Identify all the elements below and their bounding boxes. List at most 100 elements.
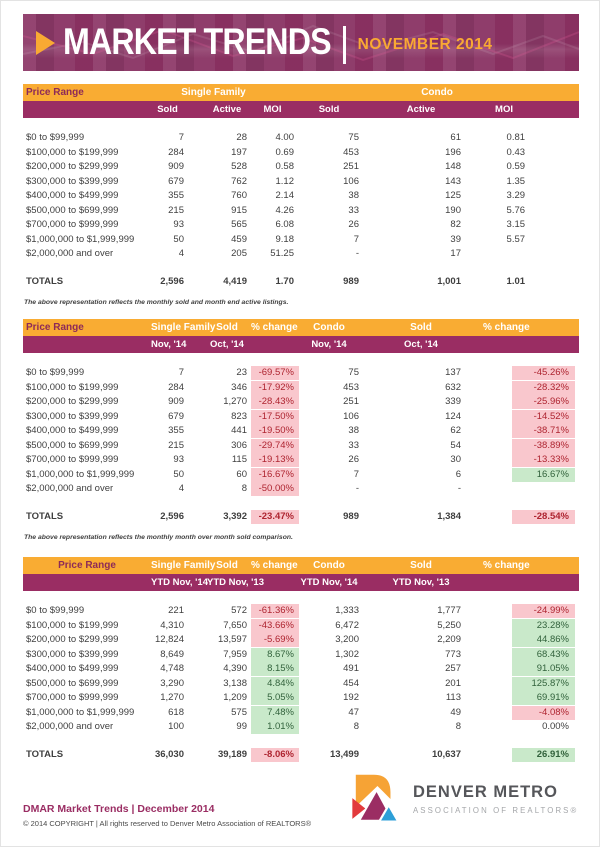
percent-change-value: -28.43% xyxy=(251,395,299,410)
condo-header: Condo xyxy=(299,319,381,336)
value-cell: 221 xyxy=(168,605,184,617)
percent-change-cell: -8.06% xyxy=(251,747,299,763)
value-cell: 339 xyxy=(445,396,461,408)
price-range-cell: $2,000,000 and over xyxy=(26,248,114,260)
header-gap xyxy=(23,353,579,366)
value-cell: 989 xyxy=(343,510,359,522)
value-cell: 528 xyxy=(231,161,247,173)
value-cell: 454 xyxy=(343,677,359,689)
blank-header xyxy=(483,574,579,591)
totals-row: TOTALS 2,596 4,419 1.70 989 1,001 1.01 xyxy=(23,274,579,290)
table-row: $500,000 to $699,999 215 915 4.26 33 190 5.76 xyxy=(23,204,579,219)
value-cell: 284 xyxy=(168,381,184,393)
table-row: $100,000 to $199,999 284 197 0.69 453 196 0.43 xyxy=(23,146,579,161)
value-cell: 100 xyxy=(168,721,184,733)
value-cell: 215 xyxy=(168,439,184,451)
table-group-header: Price Range Single Family Condo xyxy=(23,84,580,101)
value-cell: 61 xyxy=(450,132,461,144)
percent-change-header: % change xyxy=(251,319,299,336)
value-cell: 124 xyxy=(445,410,461,422)
percent-change-value: -19.13% xyxy=(251,453,299,468)
percent-change-cell: 26.91% xyxy=(483,747,579,763)
price-range-cell: $1,000,000 to $1,999,999 xyxy=(26,468,135,480)
active-header: Active xyxy=(381,101,483,118)
percent-change-cell: -50.00% xyxy=(251,482,299,497)
single-family-header: Single Family xyxy=(151,319,215,336)
value-cell: 75 xyxy=(348,367,359,379)
value-cell: 679 xyxy=(168,410,184,422)
value-cell: 33 xyxy=(348,439,359,451)
value-cell xyxy=(483,482,579,497)
percent-change-value: -43.66% xyxy=(251,618,299,633)
value-cell: 190 xyxy=(445,204,461,216)
percent-change-value: -19.50% xyxy=(251,424,299,439)
value-cell: 5.76 xyxy=(506,204,526,216)
price-range-cell: $1,000,000 to $1,999,999 xyxy=(26,233,135,245)
value-cell: 575 xyxy=(231,706,247,718)
spacer-row xyxy=(23,262,579,274)
table-row: $300,000 to $399,999 8,649 7,959 8.67% 1,302… xyxy=(23,647,579,663)
price-range-cell: $300,000 to $399,999 xyxy=(26,410,119,422)
value-cell: 82 xyxy=(450,219,461,231)
percent-change-cell: -25.96% xyxy=(483,395,579,410)
value-cell: 2.14 xyxy=(275,190,295,202)
percent-change-value: -8.06% xyxy=(251,747,299,762)
percent-change-cell: -45.26% xyxy=(483,366,579,381)
value-cell: 113 xyxy=(445,692,461,704)
value-cell: 9.18 xyxy=(275,233,295,245)
value-cell: 306 xyxy=(231,439,247,451)
footer-text-block: DMAR Market Trends | December 2014 © 201… xyxy=(23,803,311,828)
percent-change-value: -38.89% xyxy=(512,438,575,453)
percent-change-value: -28.32% xyxy=(512,380,575,395)
value-cell: 257 xyxy=(445,663,461,675)
value-cell: 106 xyxy=(343,175,359,187)
condo-group-header: Condo xyxy=(299,84,580,101)
period-header: Oct, '14 xyxy=(207,336,251,353)
percent-change-value: 69.91% xyxy=(512,691,575,706)
value-cell: 4.00 xyxy=(275,132,295,144)
monthly-inventory-section: Price Range Single Family Condo Sold Act… xyxy=(23,84,580,306)
spacer-row xyxy=(23,735,579,747)
value-cell: 49 xyxy=(450,706,461,718)
percent-change-cell: -38.71% xyxy=(483,424,579,439)
value-cell: 1,270 xyxy=(160,692,184,704)
percent-change-value: 68.43% xyxy=(512,647,575,662)
percent-change-cell: 0.00% xyxy=(483,720,579,735)
value-cell: 125 xyxy=(445,190,461,202)
percent-change-value: 91.05% xyxy=(512,662,575,677)
totals-row: TOTALS 36,030 39,189 -8.06% 13,499 10,637 26.9… xyxy=(23,747,579,763)
percent-change-cell: 4.84% xyxy=(251,676,299,692)
table-row: $100,000 to $199,999 4,310 7,650 -43.66% 6,4… xyxy=(23,618,579,634)
percent-change-cell: 5.05% xyxy=(251,691,299,706)
value-cell: 28 xyxy=(236,132,247,144)
header-gap xyxy=(23,591,579,604)
percent-change-cell: 8.67% xyxy=(251,647,299,663)
value-cell: 33 xyxy=(348,204,359,216)
percent-change-cell: 69.91% xyxy=(483,691,579,706)
active-header: Active xyxy=(207,101,251,118)
percent-change-value: 8.15% xyxy=(251,662,299,677)
value-cell: 823 xyxy=(231,410,247,422)
table-row: $200,000 to $299,999 909 1,270 -28.43% 251 33… xyxy=(23,395,579,410)
table-row: $1,000,000 to $1,999,999 50 459 9.18 7 39 5.57 xyxy=(23,233,579,248)
value-cell: 632 xyxy=(445,381,461,393)
percent-change-value: 16.67% xyxy=(512,467,575,482)
value-cell: 13,597 xyxy=(217,634,247,646)
percent-change-cell: -16.67% xyxy=(251,467,299,483)
value-cell: 1,777 xyxy=(437,605,461,617)
value-cell: 38 xyxy=(348,190,359,202)
table-column-header: Nov, '14 Oct, '14 Nov, '14 Oct, '14 xyxy=(23,336,579,353)
logo-subtitle: ASSOCIATION OF REALTORS® xyxy=(413,806,579,815)
period-header: YTD Nov, '13 xyxy=(207,574,264,591)
value-cell: 50 xyxy=(173,233,184,245)
price-range-cell: $2,000,000 and over xyxy=(26,483,114,495)
value-cell: 355 xyxy=(168,425,184,437)
percent-change-cell: -61.36% xyxy=(251,604,299,619)
percent-change-cell: -38.89% xyxy=(483,438,579,454)
sold-header: Sold xyxy=(207,319,251,336)
percent-change-cell: 125.87% xyxy=(483,676,579,692)
table-row: $2,000,000 and over 4 8 -50.00% - - xyxy=(23,482,579,497)
price-range-cell: $0 to $99,999 xyxy=(26,605,85,617)
period-header: Oct, '14 xyxy=(381,336,483,353)
price-range-cell: $2,000,000 and over xyxy=(26,721,114,733)
